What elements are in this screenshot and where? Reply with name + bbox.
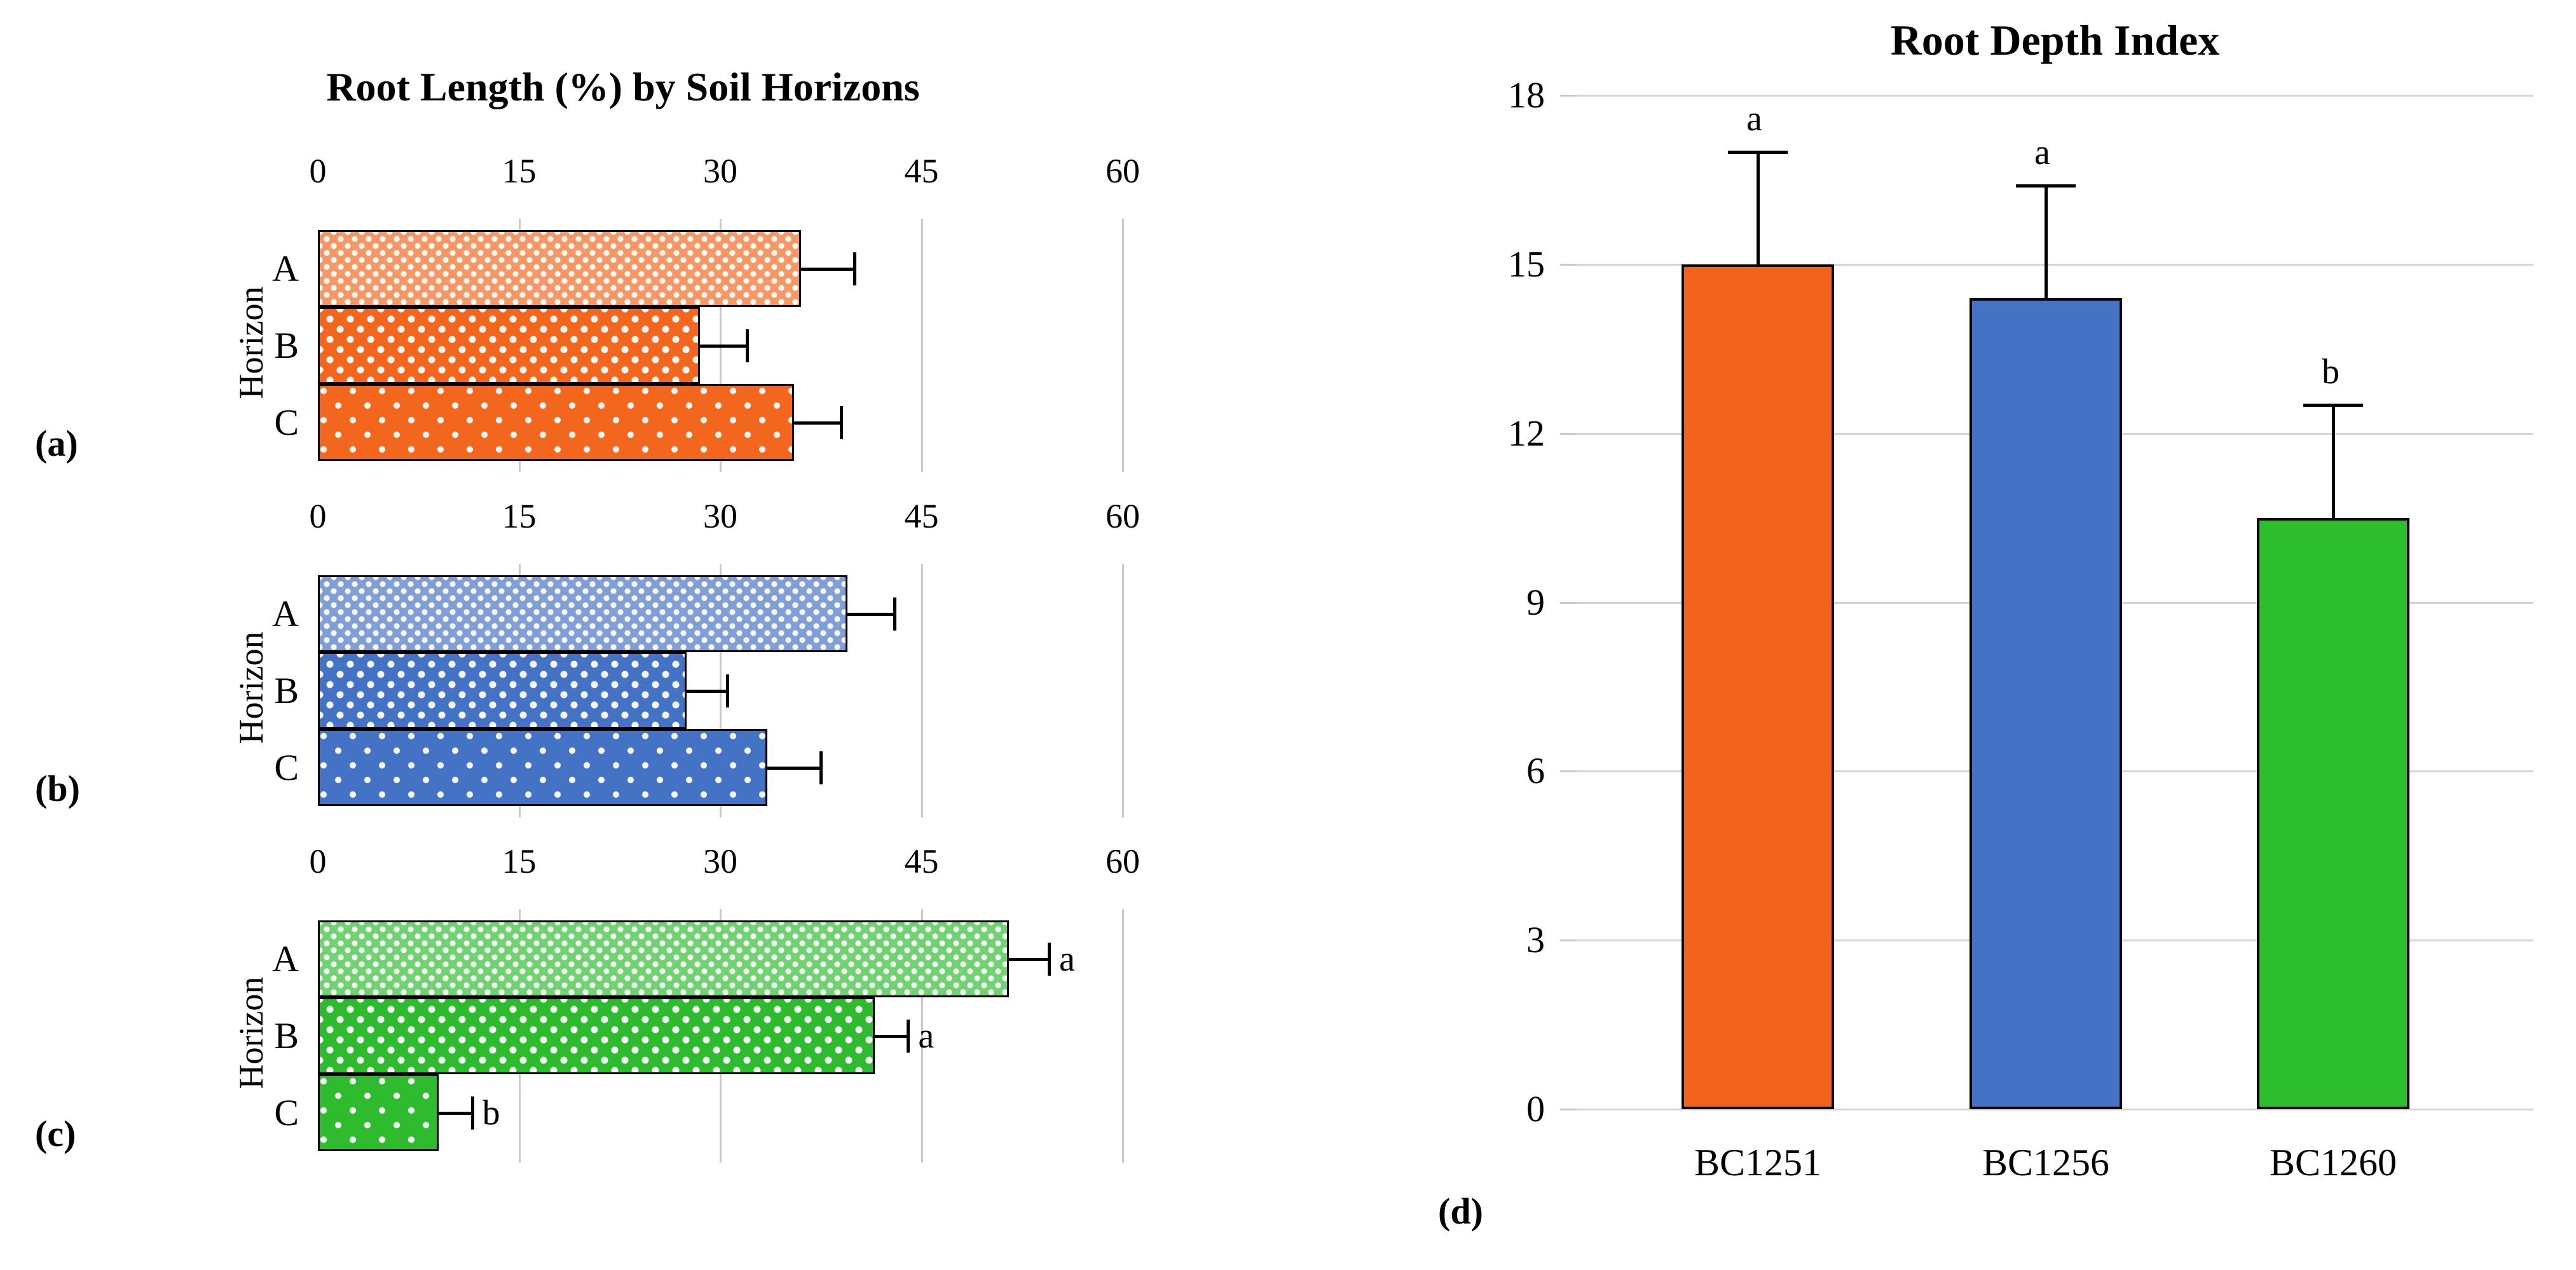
x-tick-label: 15 [502,842,537,880]
panel-label-a: (a) [35,423,78,464]
gridline-x-45 [921,564,923,817]
error-cap [2016,184,2076,188]
panel-label-d: (d) [1438,1191,1483,1232]
error-bar [2332,405,2335,518]
bar-C-panel-(c) [318,1074,439,1151]
y-tick-mark [1560,601,1577,604]
error-bar [700,344,748,348]
x-tick-label: 0 [309,152,327,190]
x-tick-label: 45 [904,842,939,880]
left-charts-title: Root Length (%) by Soil Horizons [326,64,920,109]
x-tick-label: 30 [703,152,737,190]
y-tick-label: 18 [1508,74,1545,116]
error-cap [2303,404,2363,407]
x-category-label: BC1251 [1694,1142,1822,1184]
y-tick-label: 12 [1508,412,1545,454]
category-label: C [274,1091,299,1133]
x-category-label: BC1260 [2269,1142,2397,1184]
error-cap [1728,150,1788,154]
error-cap [907,1019,910,1053]
gridline-x-60 [1122,909,1124,1163]
error-cap [746,329,750,362]
y-tick-label: 3 [1526,919,1545,961]
error-bar [687,689,727,693]
significance-letter: a [918,1016,935,1056]
error-bar [1008,957,1049,961]
error-cap [725,674,729,707]
y-tick-label: 0 [1526,1088,1545,1130]
y-tick-mark [1560,770,1577,773]
y-tick-mark [1560,1109,1577,1110]
y-tick-label: 6 [1526,750,1545,792]
bar-BC1256 [1970,298,2122,1109]
bar-B-panel-(c) [318,997,875,1074]
x-tick-label: 60 [1106,497,1140,535]
x-tick-label: 15 [502,152,537,190]
gridline-x-45 [921,219,923,472]
gridline-x-60 [1122,564,1124,817]
category-label: B [274,1014,299,1056]
bar-A-panel-(b) [318,575,848,652]
error-bar [767,766,821,770]
x-category-label: BC1256 [1982,1142,2110,1184]
bar-BC1251 [1682,264,1834,1109]
error-bar [800,267,854,271]
error-bar [438,1111,472,1115]
error-cap [839,406,843,439]
category-label: A [272,938,299,980]
significance-letter: a [1746,99,1762,139]
error-bar [874,1034,908,1038]
significance-letter: b [482,1093,500,1133]
y-tick-mark [1560,95,1577,97]
category-label: C [274,401,299,443]
x-tick-label: 30 [703,842,737,880]
bar-A-panel-(c) [318,920,1009,997]
bar-A-panel-(a) [318,230,801,307]
bar-BC1260 [2257,517,2409,1109]
error-cap [470,1096,474,1130]
x-tick-label: 0 [309,842,327,880]
x-tick-label: 60 [1106,842,1140,880]
x-tick-label: 45 [904,152,939,190]
x-tick-label: 15 [502,497,537,535]
error-cap [893,597,897,631]
x-tick-label: 45 [904,497,939,535]
bar-B-panel-(b) [318,652,687,729]
y-tick-label: 15 [1508,243,1545,285]
significance-letter: a [2034,132,2050,172]
error-cap [1047,942,1051,976]
x-tick-label: 30 [703,497,737,535]
error-bar [1757,151,1760,264]
y-tick-label: 9 [1526,581,1545,623]
gridline-y-18 [1577,95,2533,97]
panel-label-b: (b) [35,768,80,809]
significance-letter: a [1058,939,1075,979]
y-tick-mark [1560,939,1577,942]
bar-C-panel-(a) [318,384,795,461]
category-label: A [272,592,299,634]
category-label: B [274,324,299,366]
error-bar [847,612,895,616]
y-tick-mark [1560,263,1577,266]
error-bar [794,421,841,425]
bar-C-panel-(b) [318,729,767,806]
category-label: C [274,746,299,788]
x-tick-label: 60 [1106,152,1140,190]
bar-B-panel-(a) [318,307,701,384]
y-tick-mark [1560,432,1577,435]
gridline-y-0 [1577,1109,2533,1110]
gridline-x-60 [1122,219,1124,472]
gridline-x-45 [921,909,923,1163]
gridline-y-15 [1577,263,2533,266]
category-label: B [274,669,299,711]
x-tick-label: 0 [309,497,327,535]
error-cap [819,751,823,784]
category-label: A [272,247,299,289]
significance-letter: b [2322,352,2340,392]
error-cap [853,252,856,285]
error-bar [2045,185,2048,298]
panel-label-c: (c) [35,1113,76,1154]
right-chart-title: Root Depth Index [1890,16,2220,64]
